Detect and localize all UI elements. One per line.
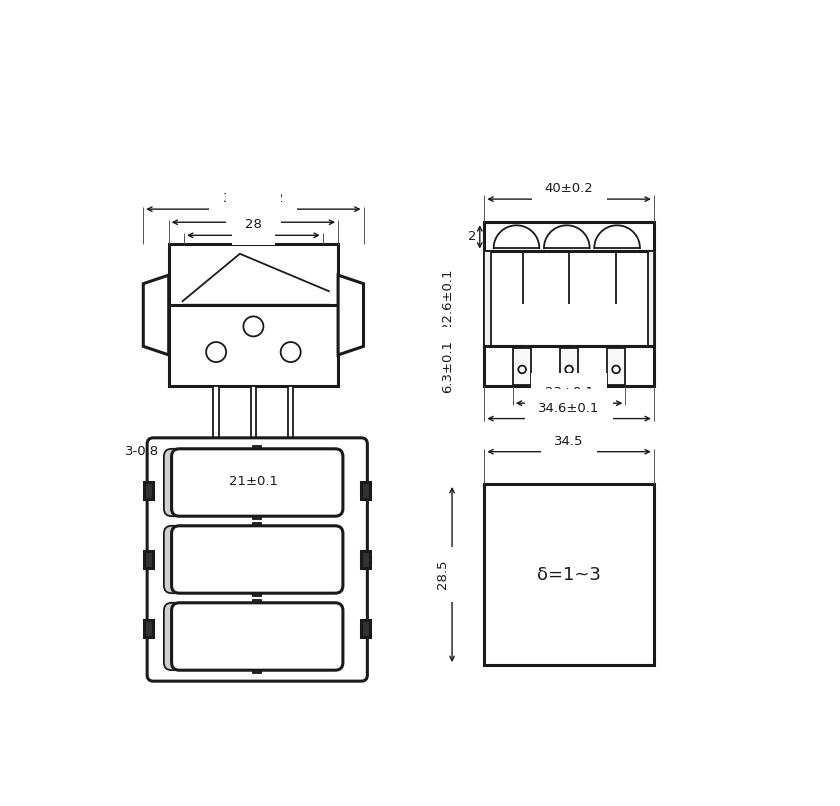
Text: 34.6±0.1: 34.6±0.1 xyxy=(538,401,600,415)
Text: 21±0.1: 21±0.1 xyxy=(229,475,278,488)
Polygon shape xyxy=(339,275,364,355)
Bar xyxy=(254,523,261,526)
Bar xyxy=(144,482,154,499)
Bar xyxy=(361,482,370,499)
FancyBboxPatch shape xyxy=(171,449,343,516)
Text: 40±0.2: 40±0.2 xyxy=(544,182,594,195)
Text: δ=1~3: δ=1~3 xyxy=(537,566,601,584)
Bar xyxy=(169,243,339,386)
Bar xyxy=(485,347,654,386)
FancyBboxPatch shape xyxy=(147,438,367,681)
Bar xyxy=(361,551,370,568)
Bar xyxy=(213,386,219,451)
FancyBboxPatch shape xyxy=(171,526,343,593)
Text: 2: 2 xyxy=(468,231,477,243)
Bar xyxy=(648,251,654,347)
Text: 28: 28 xyxy=(245,218,262,231)
Bar xyxy=(485,251,654,347)
FancyBboxPatch shape xyxy=(164,603,337,670)
Bar xyxy=(254,446,261,450)
Text: 6.3±0.1: 6.3±0.1 xyxy=(441,339,454,393)
Text: 22.6±0.1: 22.6±0.1 xyxy=(441,268,454,330)
Bar xyxy=(288,386,293,451)
Bar xyxy=(144,551,154,568)
Bar xyxy=(485,484,654,665)
Text: 34.4: 34.4 xyxy=(239,206,268,218)
FancyBboxPatch shape xyxy=(164,526,337,593)
Text: 23±0.1: 23±0.1 xyxy=(544,386,594,399)
FancyBboxPatch shape xyxy=(164,449,337,516)
Bar xyxy=(485,251,491,347)
Bar xyxy=(254,670,261,673)
Text: 34.5: 34.5 xyxy=(554,435,584,448)
Bar xyxy=(513,347,532,384)
Bar xyxy=(254,515,261,519)
Bar xyxy=(144,621,154,638)
Text: 28.5: 28.5 xyxy=(436,559,449,589)
Bar xyxy=(361,621,370,638)
Bar xyxy=(254,600,261,604)
Bar xyxy=(485,222,654,251)
Polygon shape xyxy=(144,275,169,355)
Bar xyxy=(250,386,256,451)
FancyBboxPatch shape xyxy=(171,603,343,670)
Bar xyxy=(560,347,579,384)
Bar xyxy=(254,592,261,596)
Bar xyxy=(606,347,625,384)
Text: 36.2±0.2: 36.2±0.2 xyxy=(223,193,284,206)
Text: 3-0.8: 3-0.8 xyxy=(124,445,159,458)
